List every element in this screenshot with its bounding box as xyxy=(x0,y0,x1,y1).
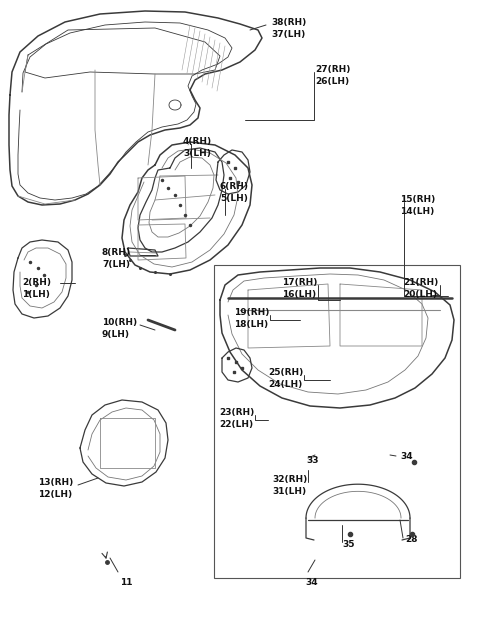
Text: 19(RH)
18(LH): 19(RH) 18(LH) xyxy=(234,308,269,329)
Text: 27(RH)
26(LH): 27(RH) 26(LH) xyxy=(315,65,350,86)
Text: 11: 11 xyxy=(120,578,132,587)
Text: 25(RH)
24(LH): 25(RH) 24(LH) xyxy=(268,368,303,389)
Text: 33: 33 xyxy=(306,456,319,465)
Text: 28: 28 xyxy=(405,535,418,544)
Text: 32(RH)
31(LH): 32(RH) 31(LH) xyxy=(272,475,307,496)
Text: 2(RH)
1(LH): 2(RH) 1(LH) xyxy=(22,278,51,298)
Text: 38(RH)
37(LH): 38(RH) 37(LH) xyxy=(271,18,306,39)
Text: 34: 34 xyxy=(305,578,318,587)
Text: 8(RH)
7(LH): 8(RH) 7(LH) xyxy=(102,248,131,269)
Text: 13(RH)
12(LH): 13(RH) 12(LH) xyxy=(38,478,73,499)
Text: 21(RH)
20(LH): 21(RH) 20(LH) xyxy=(403,278,438,298)
Text: 10(RH)
9(LH): 10(RH) 9(LH) xyxy=(102,318,137,339)
Text: 23(RH)
22(LH): 23(RH) 22(LH) xyxy=(219,408,254,429)
Text: 17(RH)
16(LH): 17(RH) 16(LH) xyxy=(282,278,317,298)
Text: 15(RH)
14(LH): 15(RH) 14(LH) xyxy=(400,195,435,216)
Text: 6(RH)
5(LH): 6(RH) 5(LH) xyxy=(220,182,249,203)
Text: 34: 34 xyxy=(400,452,413,461)
Text: 4(RH)
3(LH): 4(RH) 3(LH) xyxy=(183,137,212,158)
Text: 35: 35 xyxy=(342,540,355,549)
Bar xyxy=(214,265,460,578)
